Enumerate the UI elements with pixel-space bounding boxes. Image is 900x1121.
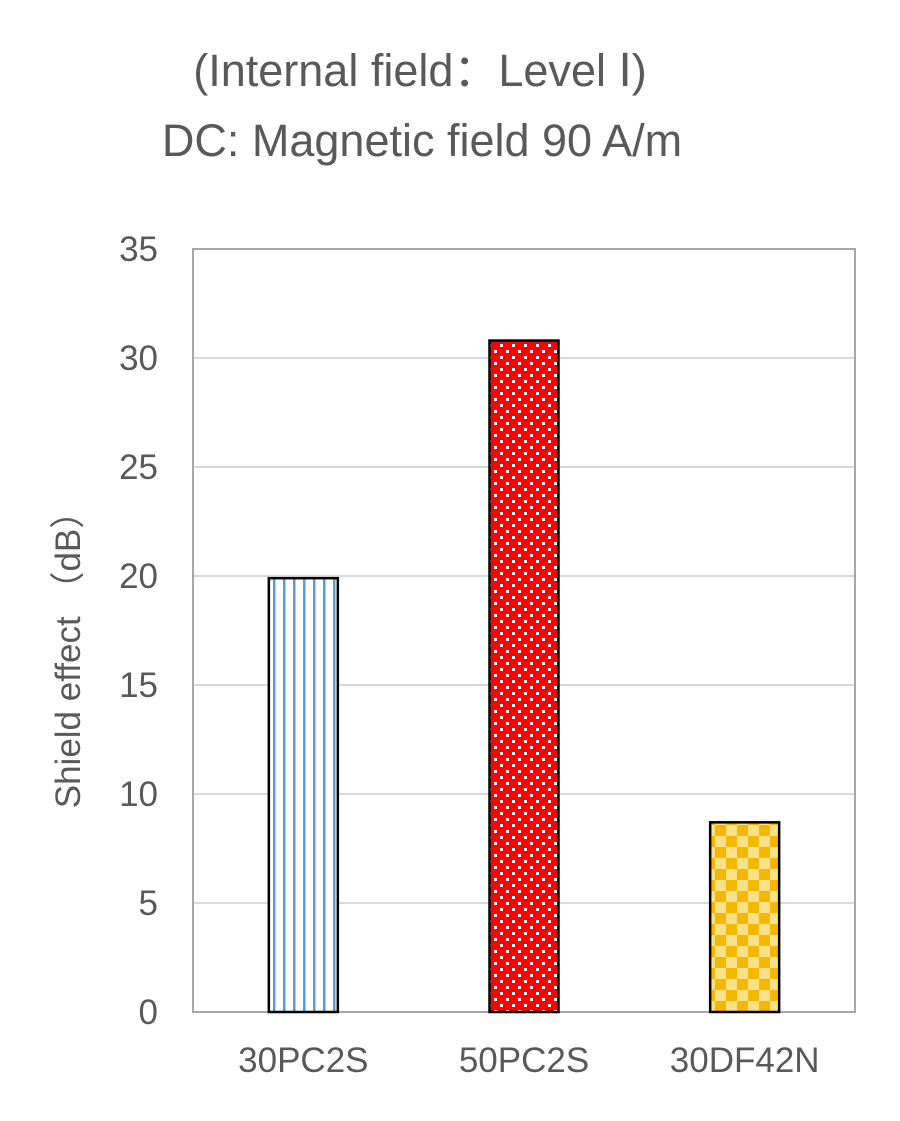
y-tick-label: 0 xyxy=(139,993,158,1032)
bars xyxy=(267,339,781,1014)
x-category-label: 50PC2S xyxy=(459,1041,589,1080)
x-axis-labels: 30PC2S 50PC2S 30DF42N xyxy=(238,1041,819,1080)
bar-30pc2s xyxy=(267,576,340,1014)
y-tick-label: 10 xyxy=(119,775,158,814)
y-tick-label: 25 xyxy=(119,448,158,487)
chart-title: (Internal field：Level Ⅰ) xyxy=(193,45,646,96)
x-category-label: 30PC2S xyxy=(238,1041,368,1080)
y-tick-label: 30 xyxy=(119,339,158,378)
y-tick-label: 35 xyxy=(119,230,158,269)
y-tick-label: 15 xyxy=(119,666,158,705)
x-category-label: 30DF42N xyxy=(670,1041,820,1080)
y-tick-label: 20 xyxy=(119,557,158,596)
y-axis-ticks: 0 5 10 15 20 25 30 35 xyxy=(119,230,158,1032)
bar-50pc2s xyxy=(488,339,560,1014)
y-axis-label: Shield effect （dB） xyxy=(49,494,88,809)
chart-subtitle: DC: Magnetic field 90 A/m xyxy=(162,115,682,166)
bar-30df42n xyxy=(708,821,781,1014)
y-tick-label: 5 xyxy=(139,884,158,923)
